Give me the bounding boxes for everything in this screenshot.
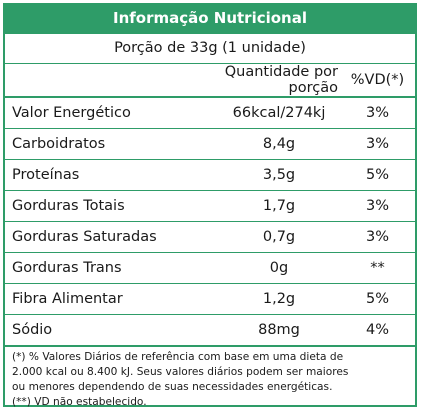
nutrient-name: Gorduras Saturadas <box>5 221 218 253</box>
serving-size: Porção de 33g (1 unidade) <box>5 34 415 64</box>
table-row: Valor Energético 66kcal/274kj 3% <box>5 97 415 129</box>
nutrient-name: Fibra Alimentar <box>5 283 218 315</box>
table-header-row: Quantidade por porção %VD(*) <box>5 64 415 98</box>
table-row: Proteínas 3,5g 5% <box>5 159 415 191</box>
table-row: Gorduras Totais 1,7g 3% <box>5 190 415 222</box>
nutrient-vd: 5% <box>340 159 415 191</box>
nutrient-vd: 4% <box>340 314 415 347</box>
nutrient-amount: 8,4g <box>218 128 340 160</box>
footnote-line: (*) % Valores Diários de referência com … <box>12 351 344 363</box>
header-quantity: Quantidade por porção <box>218 64 340 98</box>
nutrient-name: Proteínas <box>5 159 218 191</box>
nutrient-vd: 5% <box>340 283 415 315</box>
table-row: Sódio 88mg 4% <box>5 314 415 347</box>
footnote-line: (**) VD não estabelecido. <box>12 396 147 408</box>
footnote-line: 2.000 kcal ou 8.400 kJ. Seus valores diá… <box>12 366 349 378</box>
nutrient-vd: ** <box>340 252 415 284</box>
table-row: Carboidratos 8,4g 3% <box>5 128 415 160</box>
nutrient-vd: 3% <box>340 97 415 129</box>
table-row: Fibra Alimentar 1,2g 5% <box>5 283 415 315</box>
nutrient-amount: 1,7g <box>218 190 340 222</box>
nutrition-facts-table: Informação Nutricional Porção de 33g (1 … <box>3 3 417 410</box>
table-row: Gorduras Trans 0g ** <box>5 252 415 284</box>
table-row: Gorduras Saturadas 0,7g 3% <box>5 221 415 253</box>
nutrient-amount: 88mg <box>218 314 340 347</box>
nutrient-vd: 3% <box>340 128 415 160</box>
nutrient-amount: 66kcal/274kj <box>218 97 340 129</box>
nutrient-table: Quantidade por porção %VD(*) Valor Energ… <box>5 64 415 347</box>
nutrient-name: Carboidratos <box>5 128 218 160</box>
header-vd: %VD(*) <box>340 64 415 98</box>
nutrient-amount: 1,2g <box>218 283 340 315</box>
nutrient-amount: 0,7g <box>218 221 340 253</box>
nutrient-vd: 3% <box>340 190 415 222</box>
nutrient-amount: 3,5g <box>218 159 340 191</box>
nutrient-name: Sódio <box>5 314 218 347</box>
header-empty-cell <box>5 64 218 98</box>
footnote: (*) % Valores Diários de referência com … <box>5 347 415 410</box>
nutrient-amount: 0g <box>218 252 340 284</box>
nutrient-name: Gorduras Totais <box>5 190 218 222</box>
nutrient-vd: 3% <box>340 221 415 253</box>
footnote-line: ou menores dependendo de suas necessidad… <box>12 381 333 393</box>
table-title: Informação Nutricional <box>5 5 415 34</box>
nutrient-name: Gorduras Trans <box>5 252 218 284</box>
nutrient-name: Valor Energético <box>5 97 218 129</box>
